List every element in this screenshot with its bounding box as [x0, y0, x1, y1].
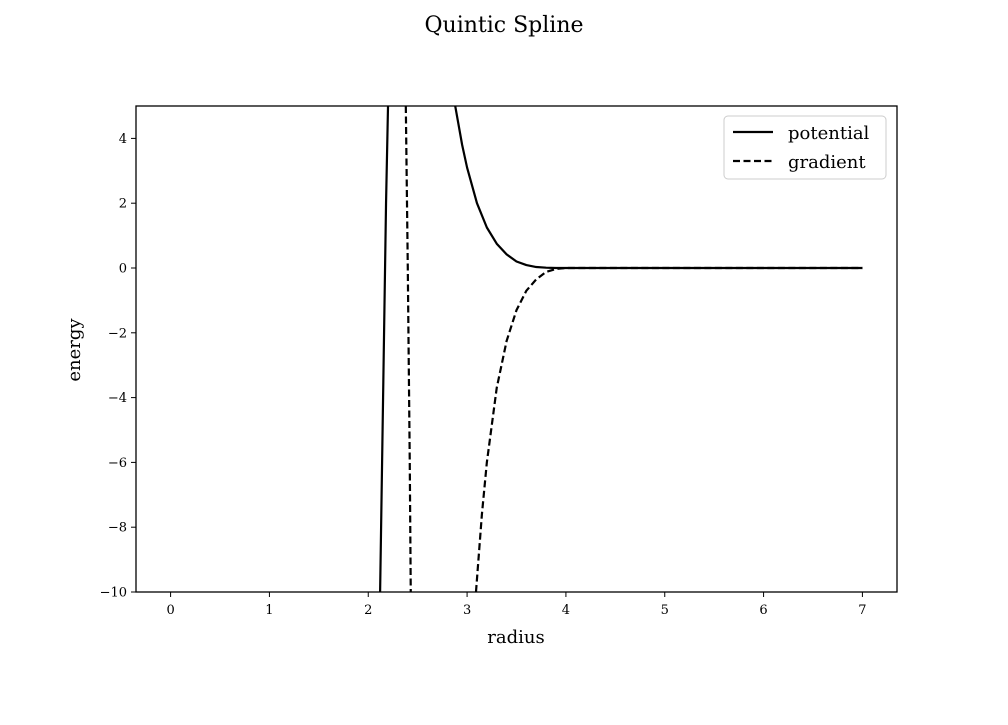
y-tick-label: 4	[119, 132, 127, 147]
y-tick-label: 0	[119, 262, 127, 277]
y-tick-label: −8	[108, 521, 127, 536]
y-tick-label: −10	[100, 586, 127, 601]
x-tick-label: 6	[759, 603, 767, 618]
series-line-potential-0	[379, 106, 390, 592]
y-tick-label: −4	[108, 391, 127, 406]
x-tick-label: 5	[661, 603, 669, 618]
y-tick-label: −2	[108, 326, 127, 341]
y-tick-label: −6	[108, 456, 127, 471]
x-axis: 0 1 2 3 4 5 6 7	[166, 592, 867, 618]
x-tick-label: 2	[364, 603, 372, 618]
chart-title: Quintic Spline	[424, 13, 583, 38]
series-line-gradient-1	[474, 266, 863, 592]
legend: potential gradient	[723, 115, 887, 180]
plot-frame	[135, 105, 898, 593]
x-tick-label: 7	[858, 603, 866, 618]
y-axis: −10 −8 −6 −4 −2 0 2 4	[100, 132, 136, 601]
x-tick-label: 4	[562, 603, 570, 618]
plot-area	[379, 106, 863, 592]
y-axis-label: energy	[64, 318, 85, 382]
series-line-gradient-0	[404, 106, 412, 592]
legend-label-gradient: gradient	[788, 152, 866, 173]
x-tick-label: 1	[265, 603, 273, 618]
y-tick-label: 2	[119, 197, 127, 212]
x-axis-label: radius	[487, 627, 544, 648]
x-tick-label: 3	[463, 603, 471, 618]
x-tick-label: 0	[166, 603, 174, 618]
legend-label-potential: potential	[788, 123, 870, 144]
